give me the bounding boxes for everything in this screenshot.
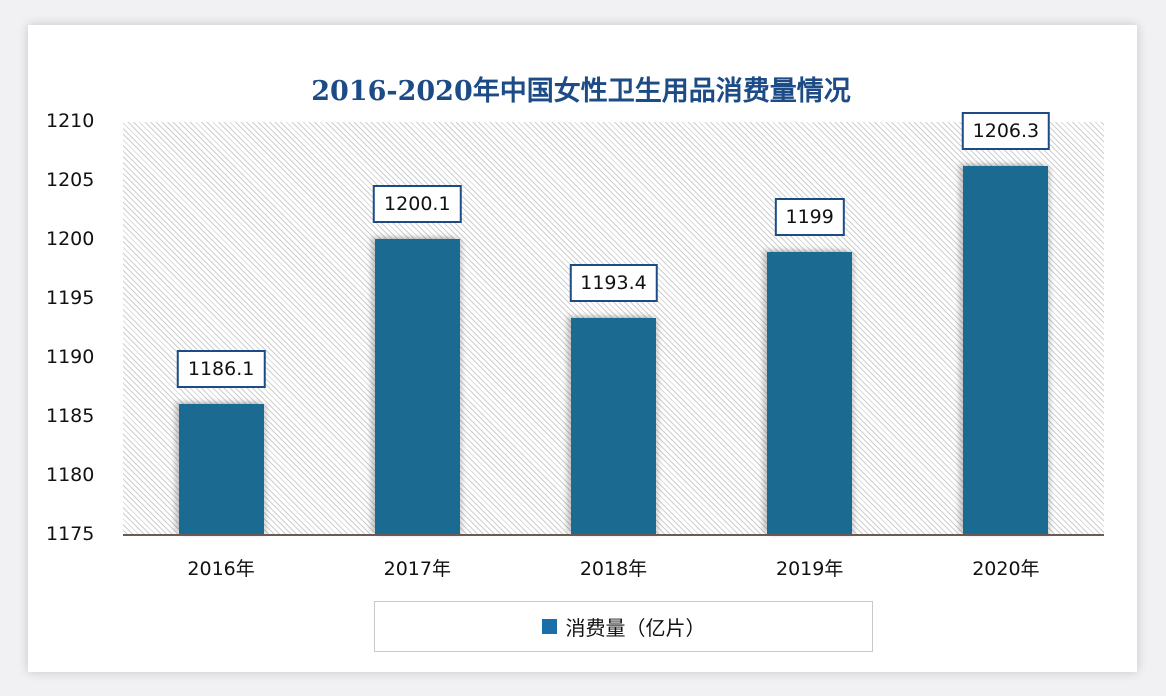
y-tick-label: 1185 [46, 405, 95, 427]
bar-2018 [571, 317, 656, 535]
y-tick-label: 1180 [46, 464, 95, 486]
y-tick-label: 1205 [46, 169, 95, 191]
y-tick-label: 1210 [46, 110, 95, 132]
x-tick-label: 2017年 [383, 558, 451, 580]
data-label: 1193.4 [569, 263, 658, 302]
chart-title: 2016-2020年中国女性卫生用品消费量情况 [311, 76, 851, 107]
legend-swatch-icon [541, 619, 557, 634]
bar-2017 [374, 238, 460, 535]
x-axis-line [123, 534, 1104, 536]
data-label: 1200.1 [373, 184, 462, 223]
x-tick-label: 2020年 [972, 558, 1040, 580]
data-label: 1186.1 [176, 350, 266, 389]
data-label: 1206.3 [961, 111, 1051, 150]
data-label: 1199 [774, 197, 845, 236]
y-tick-label: 1190 [46, 346, 95, 368]
bar-2020 [963, 165, 1049, 535]
y-tick-label: 1175 [46, 523, 95, 545]
y-tick-label: 1200 [46, 228, 95, 250]
legend: 消费量（亿片） [374, 601, 873, 652]
bar-2019 [767, 251, 853, 535]
x-tick-label: 2019年 [776, 558, 844, 580]
legend-label: 消费量（亿片） [565, 616, 706, 640]
x-tick-label: 2016年 [187, 558, 255, 580]
y-tick-label: 1195 [46, 287, 95, 309]
plot-area [123, 122, 1104, 535]
bar-2016 [178, 404, 264, 535]
x-tick-label: 2018年 [579, 558, 648, 580]
